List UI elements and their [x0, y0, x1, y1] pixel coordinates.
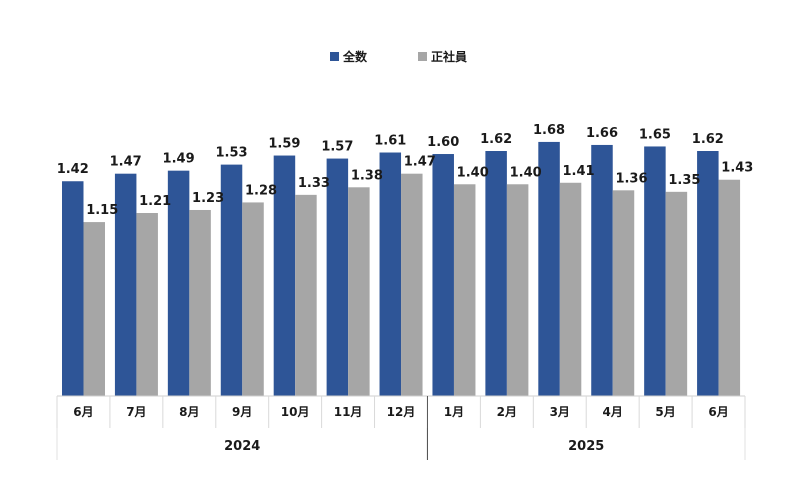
bar-regular — [401, 173, 423, 396]
data-label: 1.47 — [110, 155, 142, 170]
category-label: 9月 — [232, 405, 252, 419]
data-label: 1.43 — [721, 161, 753, 176]
data-label: 1.62 — [692, 132, 724, 147]
bar-total — [379, 152, 402, 396]
bar-total — [220, 164, 243, 396]
legend-swatch — [330, 52, 339, 61]
data-label: 1.41 — [563, 164, 595, 179]
data-label: 1.40 — [510, 165, 542, 180]
category-label: 6月 — [73, 405, 93, 419]
year-label: 2024 — [224, 439, 260, 454]
category-label: 1月 — [444, 405, 464, 419]
data-label: 1.53 — [215, 146, 247, 161]
category-label: 6月 — [708, 405, 728, 419]
bar-total — [114, 173, 137, 396]
data-label: 1.47 — [404, 155, 436, 170]
category-label: 4月 — [603, 405, 623, 419]
data-labels: 1.42 1.15 1.47 1.21 1.49 1.23 1.53 1.28 1.59 1.33… — [57, 123, 754, 218]
bar-total — [167, 170, 190, 396]
x-axis: 6月 7月 8月 9月 10月 11月 12月 1月 2月 3月 4月 5月 6月 2024 2025 — [56, 395, 746, 460]
data-label: 1.49 — [163, 152, 195, 167]
category-label: 11月 — [334, 405, 363, 419]
data-label: 1.23 — [192, 191, 224, 206]
category-label: 8月 — [179, 405, 199, 419]
bar-total — [326, 158, 349, 396]
data-label: 1.59 — [268, 137, 300, 152]
data-label: 1.35 — [668, 173, 700, 188]
legend-swatch — [418, 52, 427, 61]
bar-regular — [136, 213, 158, 396]
bar-total — [432, 154, 454, 396]
data-label: 1.21 — [139, 194, 171, 209]
bar-regular — [718, 179, 741, 396]
bar-regular — [83, 222, 105, 396]
bar-total — [644, 146, 666, 396]
data-label: 1.38 — [351, 168, 383, 183]
bar-regular — [348, 187, 370, 396]
bar-total — [62, 181, 84, 396]
data-label: 1.60 — [427, 135, 459, 150]
bar-total — [485, 151, 507, 396]
data-label: 1.36 — [615, 171, 647, 186]
data-label: 1.40 — [457, 165, 489, 180]
data-label: 1.68 — [533, 123, 565, 138]
category-label: 3月 — [550, 405, 570, 419]
bar-regular — [665, 191, 688, 396]
data-label: 1.33 — [298, 176, 330, 191]
legend-label: 全数 — [342, 49, 368, 64]
bar-regular — [242, 202, 264, 396]
data-label: 1.65 — [639, 127, 671, 142]
legend-label: 正社員 — [431, 49, 467, 64]
data-label: 1.57 — [321, 140, 353, 155]
bar-regular — [453, 184, 476, 396]
data-label: 1.62 — [480, 132, 512, 147]
category-label: 10月 — [281, 405, 310, 419]
year-label: 2025 — [568, 439, 604, 454]
bar-regular — [189, 209, 211, 396]
bar-total — [538, 141, 560, 396]
category-label: 5月 — [655, 405, 675, 419]
bar-total — [591, 144, 613, 396]
bar-regular — [612, 190, 635, 396]
bar-regular — [506, 184, 529, 396]
data-label: 1.28 — [245, 183, 277, 198]
bar-regular — [295, 194, 317, 396]
bar-total — [273, 155, 296, 396]
data-label: 1.66 — [586, 126, 618, 141]
bar-regular — [559, 182, 582, 396]
bar-total — [697, 151, 719, 396]
legend: 全数 正社員 — [330, 49, 467, 64]
data-label: 1.15 — [86, 203, 118, 218]
data-label: 1.61 — [374, 134, 406, 149]
data-label: 1.42 — [57, 162, 89, 177]
category-label: 2月 — [497, 405, 517, 419]
category-label: 7月 — [126, 405, 146, 419]
bars — [62, 141, 741, 396]
category-label: 12月 — [387, 405, 416, 419]
